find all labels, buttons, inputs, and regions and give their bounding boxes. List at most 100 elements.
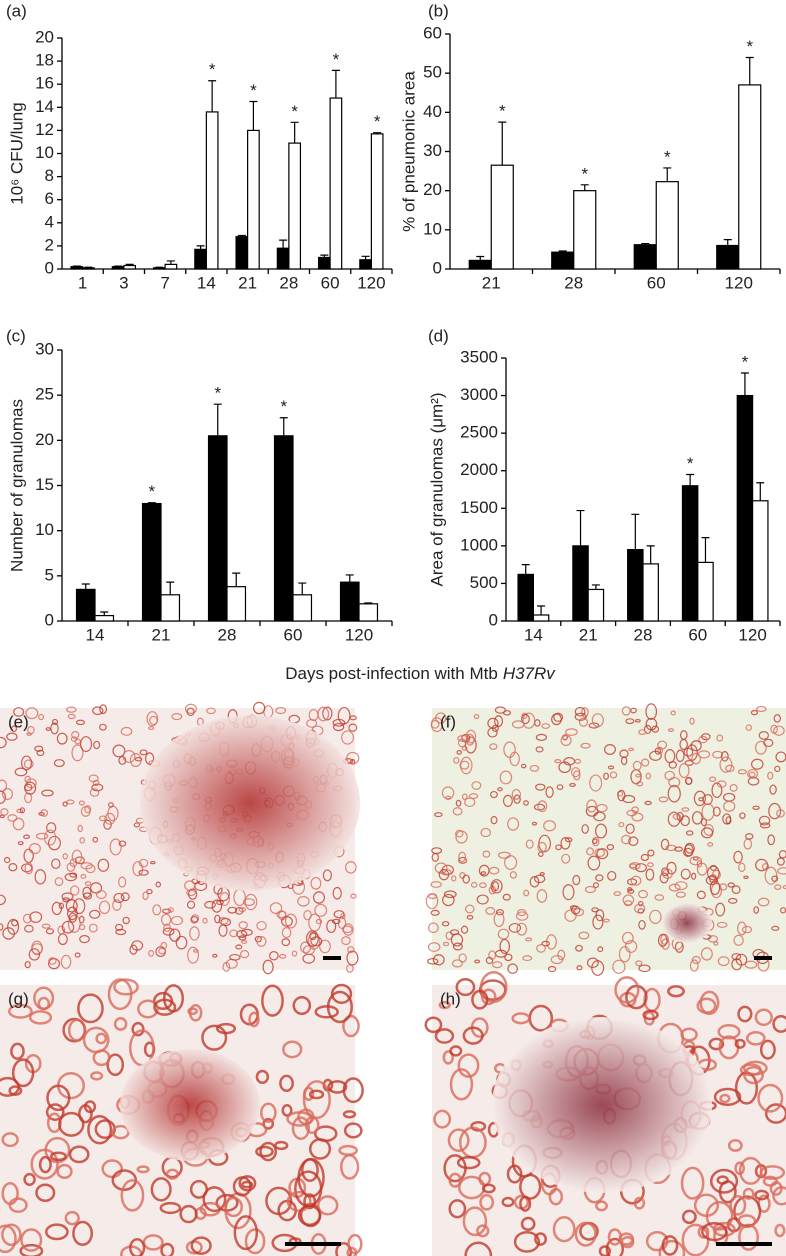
significance-star: * (742, 353, 749, 372)
tissue (569, 905, 578, 910)
tissue (520, 1216, 536, 1232)
tissue (622, 894, 635, 906)
tissue (649, 909, 662, 925)
tissue (693, 1193, 720, 1218)
tissue (773, 714, 782, 723)
y-tick-label: 8 (45, 166, 54, 185)
tissue (0, 923, 4, 931)
tissue (603, 918, 610, 923)
tissue (344, 861, 357, 874)
tissue (162, 908, 172, 914)
tissue (342, 923, 354, 936)
tissue (700, 947, 713, 961)
tissue (139, 749, 148, 756)
tissue (727, 1139, 743, 1152)
tissue (717, 1023, 741, 1040)
tissue (37, 996, 51, 1011)
tissue (440, 868, 452, 876)
tissue (716, 921, 728, 928)
granuloma (662, 903, 712, 943)
tissue (342, 1014, 360, 1038)
tissue (742, 1060, 768, 1076)
tissue (189, 926, 200, 941)
y-tick-label: 5 (45, 565, 54, 584)
tissue (451, 959, 463, 968)
tissue (79, 837, 85, 844)
tissue (345, 964, 354, 973)
tissue (12, 817, 25, 831)
tissue (218, 924, 228, 937)
bar (160, 594, 181, 622)
tissue (678, 763, 690, 779)
tissue (523, 889, 530, 897)
tissue (481, 1183, 496, 1194)
tissue (97, 858, 110, 872)
tissue (731, 953, 742, 961)
y-tick-label: 50 (423, 63, 442, 82)
tissue (666, 861, 677, 875)
y-tick-label: 500 (470, 573, 498, 592)
tissue (644, 800, 652, 806)
error-bar (345, 574, 354, 583)
tissue (595, 874, 604, 882)
error-bar (331, 69, 340, 99)
bar (573, 190, 597, 270)
tissue (550, 955, 564, 965)
bar (358, 603, 379, 622)
tissue (442, 941, 450, 947)
tissue (98, 900, 111, 915)
tissue (621, 931, 634, 945)
error-bar (646, 545, 655, 564)
tissue (535, 783, 546, 791)
tissue (1, 1132, 19, 1148)
tissue (658, 796, 669, 803)
tissue (238, 921, 248, 930)
bar (141, 502, 162, 622)
x-tick-label: 120 (738, 625, 766, 644)
x-tick-label: 120 (357, 273, 385, 292)
tissue (625, 718, 635, 725)
tissue (489, 743, 498, 750)
tissue (244, 1228, 266, 1255)
tissue (46, 822, 57, 834)
y-axis-label: Number of granulomas (7, 399, 26, 572)
tissue (592, 838, 598, 845)
tissue (622, 794, 636, 804)
y-tick-label: 14 (35, 97, 54, 116)
tissue (43, 829, 57, 846)
tissue (690, 740, 702, 752)
tissue (595, 823, 608, 839)
tissue (281, 1104, 293, 1117)
tissue (633, 1196, 646, 1210)
tissue (148, 950, 155, 957)
tissue (1, 1182, 19, 1206)
tissue (490, 790, 498, 799)
tissue (513, 794, 521, 804)
panel-label: (c) (6, 326, 26, 345)
tissue (7, 814, 18, 822)
tissue (603, 743, 616, 755)
y-tick-label: 15 (35, 475, 54, 494)
tissue (772, 1014, 786, 1033)
error-bar (84, 266, 93, 268)
tissue (171, 713, 183, 721)
tissue (279, 1074, 294, 1092)
tissue (667, 811, 681, 827)
tissue (24, 924, 34, 933)
bar (70, 266, 84, 270)
tissue (635, 960, 643, 967)
tissue (452, 807, 463, 816)
tissue (238, 1175, 257, 1192)
micrograph: (g) (0, 978, 364, 1256)
tissue (494, 706, 506, 714)
tissue (709, 880, 721, 896)
tissue (618, 821, 625, 828)
tissue (606, 844, 615, 851)
y-tick-label: 25 (35, 385, 54, 404)
tissue (668, 883, 681, 892)
error-bar (641, 242, 650, 245)
tissue (534, 874, 546, 884)
tissue (190, 915, 199, 924)
tissue (314, 1005, 339, 1019)
tissue (261, 984, 284, 1017)
